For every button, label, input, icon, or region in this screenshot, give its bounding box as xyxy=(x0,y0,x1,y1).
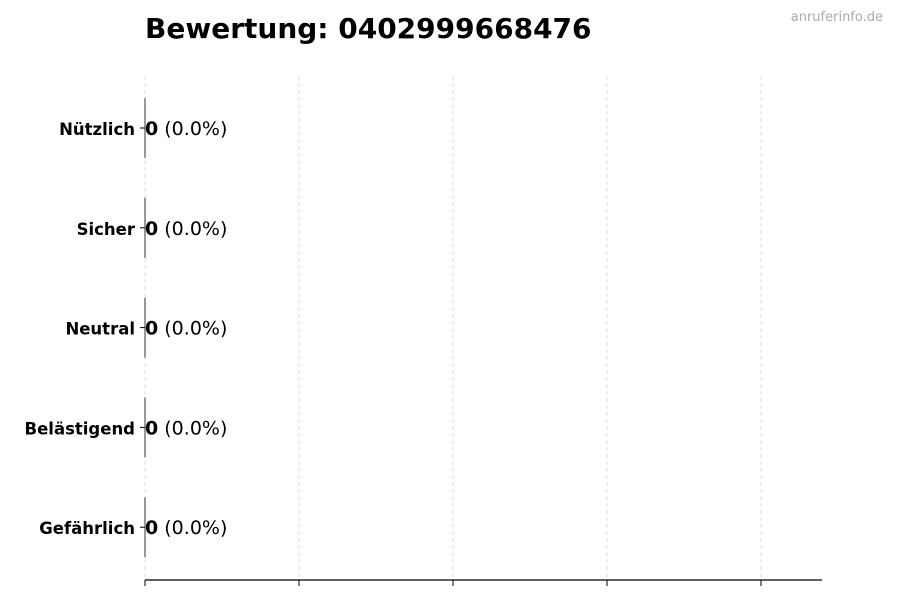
value-label: 0 xyxy=(145,318,158,340)
chart-title: Bewertung: 0402999668476 xyxy=(145,12,592,45)
data-label: 0 (0.0%) xyxy=(145,218,227,240)
data-label: 0 (0.0%) xyxy=(145,318,227,340)
category-label: Gefährlich xyxy=(39,519,135,538)
value-label: 0 xyxy=(145,218,158,240)
percent-label: (0.0%) xyxy=(158,517,227,539)
percent-label: (0.0%) xyxy=(158,118,227,140)
data-label: 0 (0.0%) xyxy=(145,118,227,140)
percent-label: (0.0%) xyxy=(158,417,227,439)
percent-label: (0.0%) xyxy=(158,218,227,240)
value-label: 0 xyxy=(145,417,158,439)
category-label: Neutral xyxy=(65,320,135,339)
data-label: 0 (0.0%) xyxy=(145,417,227,439)
value-label: 0 xyxy=(145,118,158,140)
category-label: Belästigend xyxy=(25,419,135,438)
data-label: 0 (0.0%) xyxy=(145,517,227,539)
value-label: 0 xyxy=(145,517,158,539)
percent-label: (0.0%) xyxy=(158,318,227,340)
watermark: anruferinfo.de xyxy=(790,10,883,25)
category-label: Sicher xyxy=(77,220,136,239)
category-label: Nützlich xyxy=(59,120,135,139)
